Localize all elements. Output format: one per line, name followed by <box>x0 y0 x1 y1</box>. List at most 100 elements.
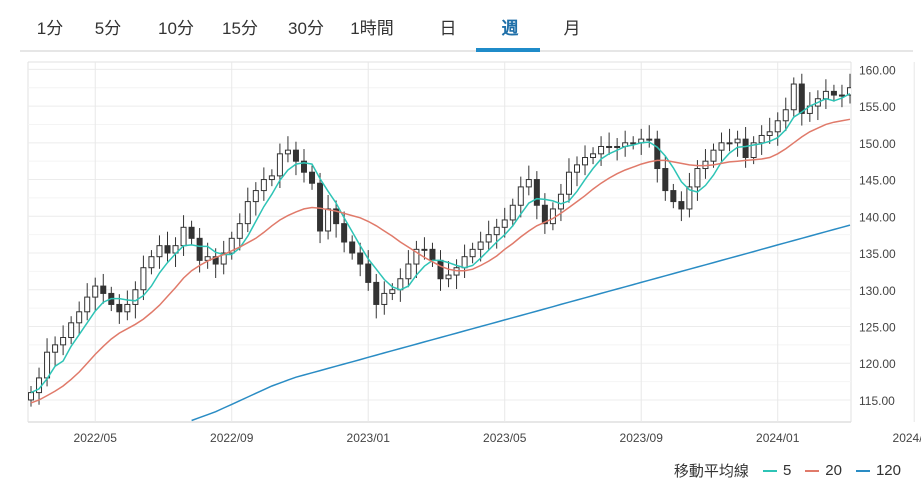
tab-7[interactable]: 週 <box>501 19 519 38</box>
candle-body-up <box>228 237 235 254</box>
tab-0[interactable]: 1分 <box>36 19 64 38</box>
candle-body-up <box>710 149 717 162</box>
ma-line-120 <box>191 224 851 422</box>
candle-body-down <box>678 201 685 210</box>
candle-body-up <box>549 208 556 225</box>
candle-body-up <box>405 263 412 280</box>
candle-body-up <box>774 120 781 133</box>
y-tick-label: 145.00 <box>859 174 896 188</box>
candle-body-down <box>333 208 340 225</box>
tab-5[interactable]: 1時間 <box>350 19 394 38</box>
legend-label-5: 5 <box>782 462 792 479</box>
candle-body-down <box>357 252 364 265</box>
candle-body-up <box>694 168 701 188</box>
x-tick-label: 2023/01 <box>347 431 391 445</box>
legend-label-120: 120 <box>875 462 901 479</box>
candle-body-up <box>718 142 725 151</box>
candle-body-up <box>646 138 653 141</box>
candle-body-down <box>309 171 316 184</box>
candle-body-down <box>533 179 540 206</box>
x-tick-label: 2024/01 <box>756 431 800 445</box>
tabs-divider <box>20 50 913 52</box>
tab-1[interactable]: 5分 <box>94 19 122 38</box>
candle-body-up <box>52 344 59 353</box>
y-tick-label: 130.00 <box>859 284 896 298</box>
candle-body-down <box>437 259 444 280</box>
candle-body-up <box>68 322 75 339</box>
legend-swatch-120 <box>855 469 870 472</box>
candle-body-up <box>822 90 829 100</box>
candle-body-down <box>341 223 348 243</box>
candle-body-up <box>493 226 500 236</box>
candle-body-down <box>429 248 436 261</box>
candle-body-up <box>750 142 757 159</box>
candle-body-up <box>758 134 765 144</box>
candle-body-up <box>76 311 83 324</box>
candle-body-up <box>565 171 572 195</box>
y-tick-label: 120.00 <box>859 357 896 371</box>
interval-tabs: 1分 5分 10分 15分 30分 1時間 日 週 月 <box>0 0 921 52</box>
candle-body-up <box>582 157 589 166</box>
candle-body-up <box>260 179 267 192</box>
candle-body-up <box>445 274 452 280</box>
candle-body-up <box>124 303 131 313</box>
candle-body-up <box>686 186 693 210</box>
candle-body-up <box>782 109 789 122</box>
tab-6[interactable]: 日 <box>439 19 457 38</box>
candle-body-up <box>590 153 597 159</box>
candle-body-up <box>614 145 621 148</box>
candle-body-up <box>148 256 155 269</box>
y-tick-label: 140.00 <box>859 210 896 224</box>
candle-body-down <box>670 190 677 203</box>
candle-body-down <box>300 160 307 173</box>
candle-body-up <box>84 296 91 313</box>
candle-body-down <box>541 204 548 225</box>
candle-body-up <box>389 289 396 294</box>
candle-body-down <box>317 182 324 232</box>
y-tick-label: 150.00 <box>859 137 896 151</box>
x-tick-label: 2022/09 <box>210 431 254 445</box>
y-tick-label: 125.00 <box>859 320 896 334</box>
candle-body-up <box>838 94 845 97</box>
candle-body-up <box>509 204 516 221</box>
candle-body-down <box>292 149 299 162</box>
y-tick-label: 160.00 <box>859 63 896 77</box>
y-tick-label: 115.00 <box>859 394 895 408</box>
candle-body-up <box>252 190 259 203</box>
ma-line-20 <box>30 118 851 404</box>
candle-body-down <box>188 226 195 239</box>
candle-body-up <box>573 164 580 173</box>
x-tick-label: 2022/05 <box>74 431 118 445</box>
candle-body-up <box>397 278 404 291</box>
candle-body-up <box>630 142 637 145</box>
tab-4[interactable]: 30分 <box>288 19 324 38</box>
x-tick-label: 2023/05 <box>483 431 527 445</box>
candle-body-up <box>244 201 251 225</box>
candle-body-down <box>349 241 356 254</box>
tab-8[interactable]: 月 <box>563 19 581 38</box>
candle-body-up <box>461 256 468 269</box>
tab-3[interactable]: 15分 <box>222 19 258 38</box>
candle-body-up <box>268 175 275 181</box>
candle-body-up <box>734 138 741 144</box>
y-tick-label: 135.00 <box>859 247 896 261</box>
candle-body-up <box>846 87 851 96</box>
candle-body-up <box>284 149 291 155</box>
candle-body-down <box>365 263 372 283</box>
candle-body-up <box>485 234 492 243</box>
candle-body-up <box>325 208 332 232</box>
x-tick-label: 2024/05 <box>893 431 921 445</box>
candle-body-up <box>421 248 428 251</box>
candle-body-up <box>766 131 773 136</box>
candle-body-down <box>116 303 123 313</box>
tab-2[interactable]: 10分 <box>158 19 194 38</box>
candle-body-down <box>830 90 837 96</box>
candle-body-up <box>60 337 67 346</box>
candle-body-up <box>44 351 51 379</box>
candle-body-up <box>236 223 243 239</box>
candle-body-up <box>557 193 564 210</box>
candle-body-up <box>606 145 613 148</box>
candle-body-up <box>517 186 524 206</box>
candle-body-up <box>276 153 283 177</box>
candle-body-down <box>742 138 749 159</box>
